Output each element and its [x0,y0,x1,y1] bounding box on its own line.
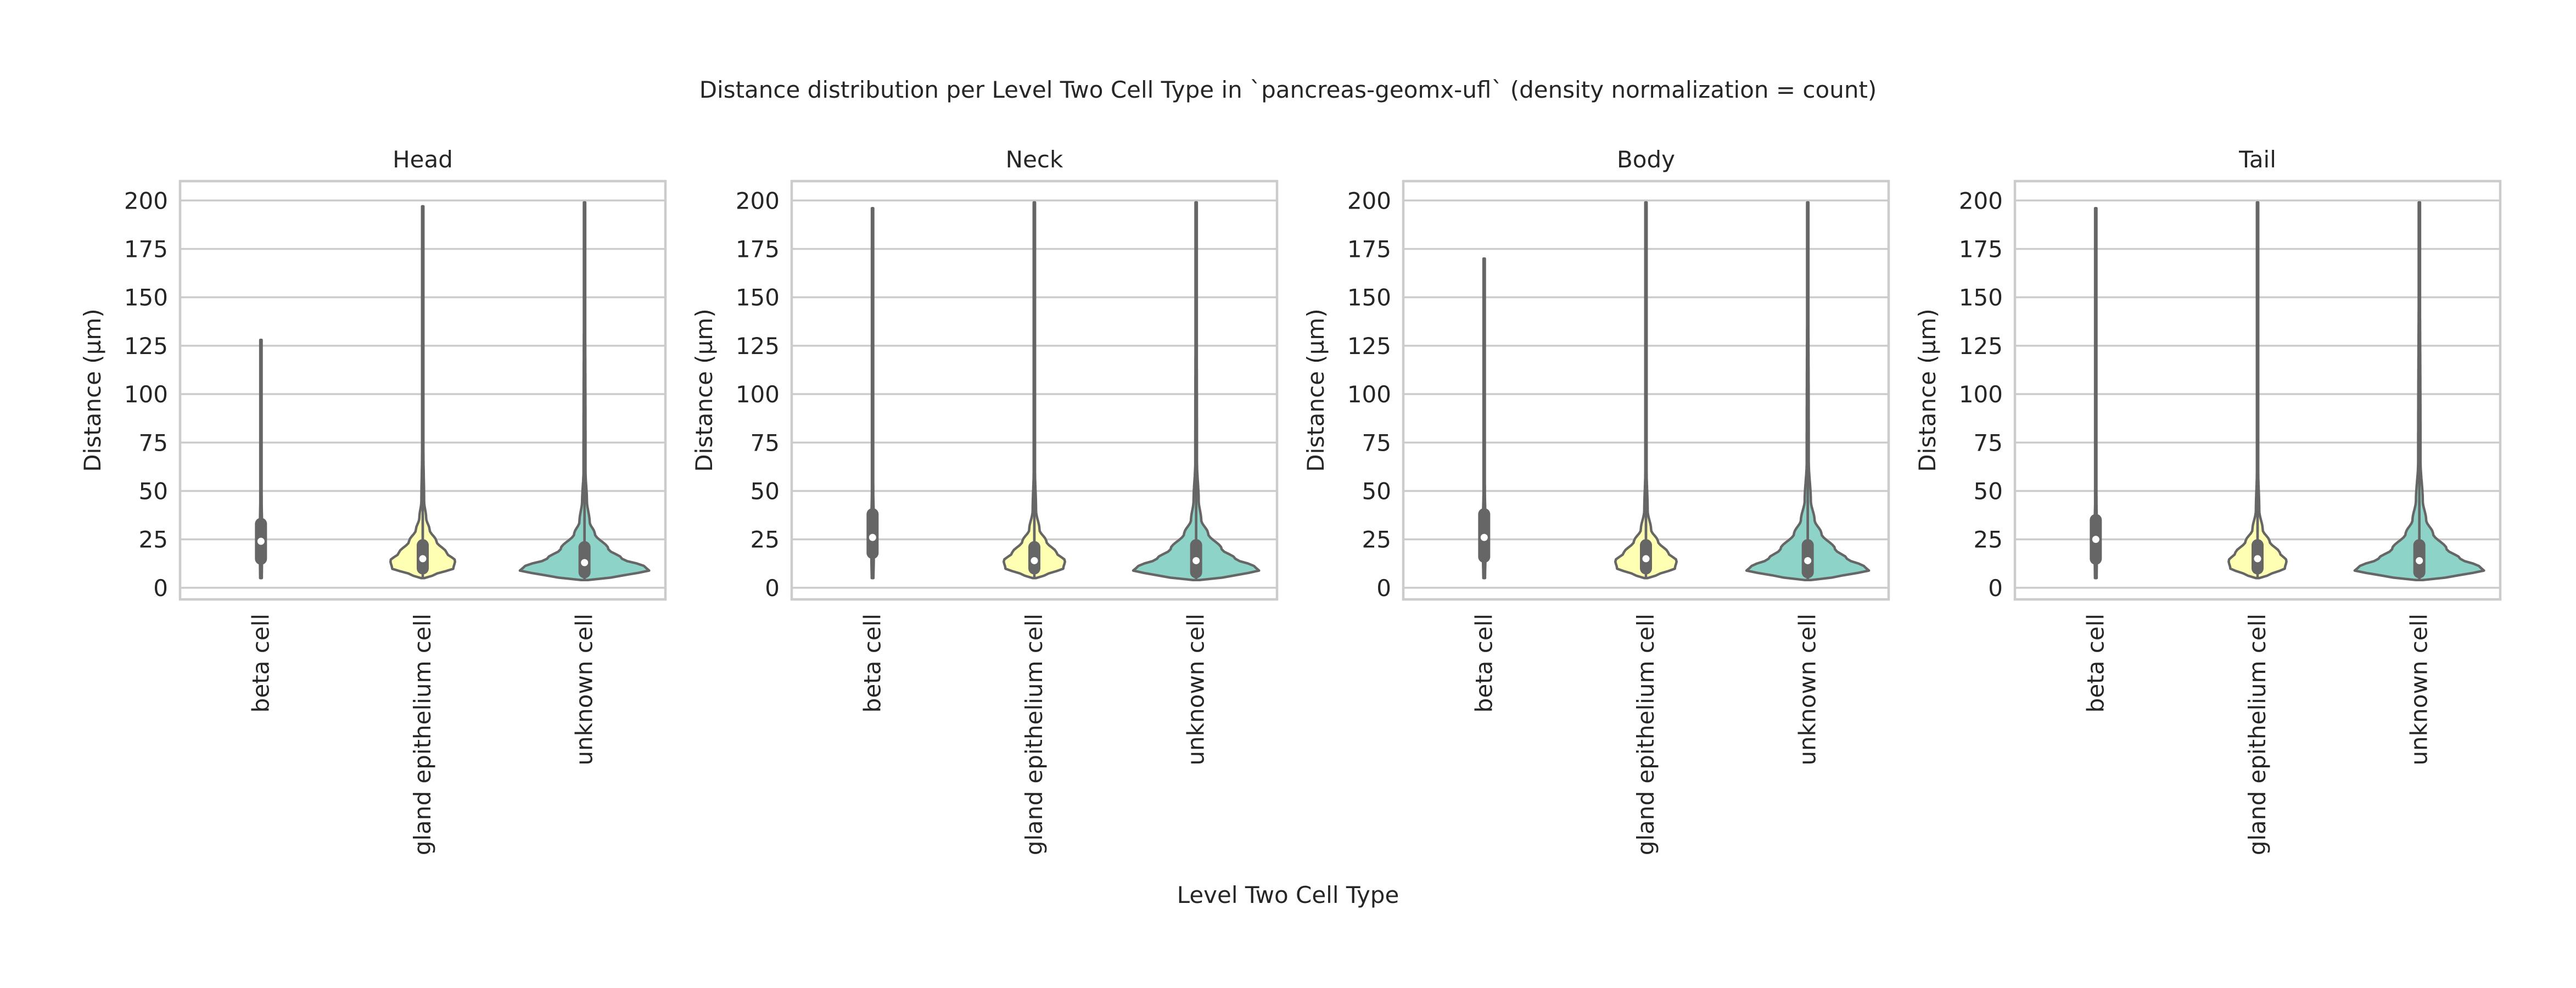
y-tick-label: 125 [1959,333,2003,360]
y-tick-label: 125 [124,333,168,360]
violin-unknown-cell [518,201,651,581]
y-tick-label: 50 [751,478,780,504]
y-tick-label: 100 [124,381,168,408]
y-tick-label: 175 [736,235,780,262]
panel-frame [2013,179,2502,601]
panel-title: Tail [2238,146,2276,173]
y-tick-label: 175 [124,235,168,262]
y-tick-label: 25 [1974,526,2003,553]
panel-title: Head [393,146,453,173]
violin-unknown-cell [2353,201,2485,581]
violin-median [419,555,427,563]
x-tick-label: unknown cell [1794,614,1821,765]
x-tick-label: gland epithelium cell [409,614,436,855]
y-tick-label: 175 [1959,235,2003,262]
panel-frame [178,179,667,601]
violin-median [1642,555,1650,563]
y-tick-label: 50 [139,478,168,504]
y-tick-label: 150 [1347,284,1391,311]
violin-median [1480,534,1488,541]
violin-median [1192,557,1200,564]
x-tick-label: gland epithelium cell [1021,614,1048,855]
panel-title: Neck [1006,146,1063,173]
panel-title: Body [1617,146,1675,173]
violin-gland-epithelium-cell [389,205,457,580]
y-tick-label: 50 [1362,478,1391,504]
y-tick-label: 100 [1347,381,1391,408]
violin-median [257,537,265,545]
y-tick-label: 50 [1974,478,2003,504]
y-tick-label: 100 [736,381,780,408]
panel-frame [1402,179,1890,601]
x-tick-label: unknown cell [2406,614,2433,765]
y-axis-label: Distance (µm) [1302,308,1329,471]
y-tick-label: 200 [1959,187,2003,214]
violin-median [2092,536,2099,543]
y-tick-label: 100 [1959,381,2003,408]
y-tick-label: 150 [736,284,780,311]
y-axis-label: Distance (µm) [79,308,106,471]
y-tick-label: 150 [1959,284,2003,311]
violin-beta-cell [2090,207,2102,580]
violin-unknown-cell [1745,201,1871,581]
x-tick-label: unknown cell [1183,614,1209,765]
panels: 0 25 50 75 100 125 150 175 200 Head Distance (µm) b… [79,146,2502,855]
y-tick-label: 175 [1347,235,1391,262]
violin-beta-cell [255,339,267,580]
panel-frame [790,179,1279,601]
violin-gland-epithelium-cell [1002,201,1067,580]
x-tick-label: beta cell [859,614,886,712]
violin-beta-cell [1478,257,1491,580]
y-tick-label: 75 [1362,429,1391,456]
y-tick-label: 150 [124,284,168,311]
x-tick-label: beta cell [247,614,274,712]
y-tick-label: 0 [1376,575,1391,602]
x-tick-label: beta cell [1470,614,1497,712]
x-axis-label: Level Two Cell Type [1177,882,1399,908]
y-tick-label: 200 [736,187,780,214]
violin-beta-cell [866,207,879,580]
violin-median [869,534,876,541]
x-tick-label: gland epithelium cell [1632,614,1659,855]
y-tick-label: 75 [751,429,780,456]
violin-gland-epithelium-cell [1614,201,1678,580]
y-tick-label: 75 [1974,429,2003,456]
x-tick-label: unknown cell [571,614,598,765]
y-axis-label: Distance (µm) [691,308,718,471]
y-tick-label: 25 [751,526,780,553]
y-tick-label: 200 [124,187,168,214]
y-axis-label: Distance (µm) [1914,308,1941,471]
y-tick-label: 0 [765,575,780,602]
y-tick-label: 25 [1362,526,1391,553]
y-tick-label: 200 [1347,187,1391,214]
violin-median [2254,555,2261,563]
y-tick-label: 0 [1988,575,2003,602]
panel-head: 0 25 50 75 100 125 150 175 200 Head Distance (µm) b… [79,146,667,855]
y-tick-label: 25 [139,526,168,553]
y-tick-label: 0 [153,575,168,602]
violin-median [1804,557,1812,564]
y-tick-label: 75 [139,429,168,456]
violin-gland-epithelium-cell [2227,201,2288,580]
y-tick-label: 125 [1347,333,1391,360]
violin-median [2416,557,2423,564]
x-tick-label: beta cell [2082,614,2109,712]
violin-median [1031,557,1038,564]
figure-title: Distance distribution per Level Two Cell… [699,76,1877,103]
panel-neck: 0 25 50 75 100 125 150 175 200 Neck Distance (µm) b… [691,146,1279,855]
panel-body: 0 25 50 75 100 125 150 175 200 Body Distance (µm) b… [1302,146,1890,855]
violin-median [581,559,589,566]
y-tick-label: 125 [736,333,780,360]
x-tick-label: gland epithelium cell [2244,614,2271,855]
panel-tail: 0 25 50 75 100 125 150 175 200 Tail Distance (µm) b… [1914,146,2502,855]
violin-unknown-cell [1132,201,1261,581]
